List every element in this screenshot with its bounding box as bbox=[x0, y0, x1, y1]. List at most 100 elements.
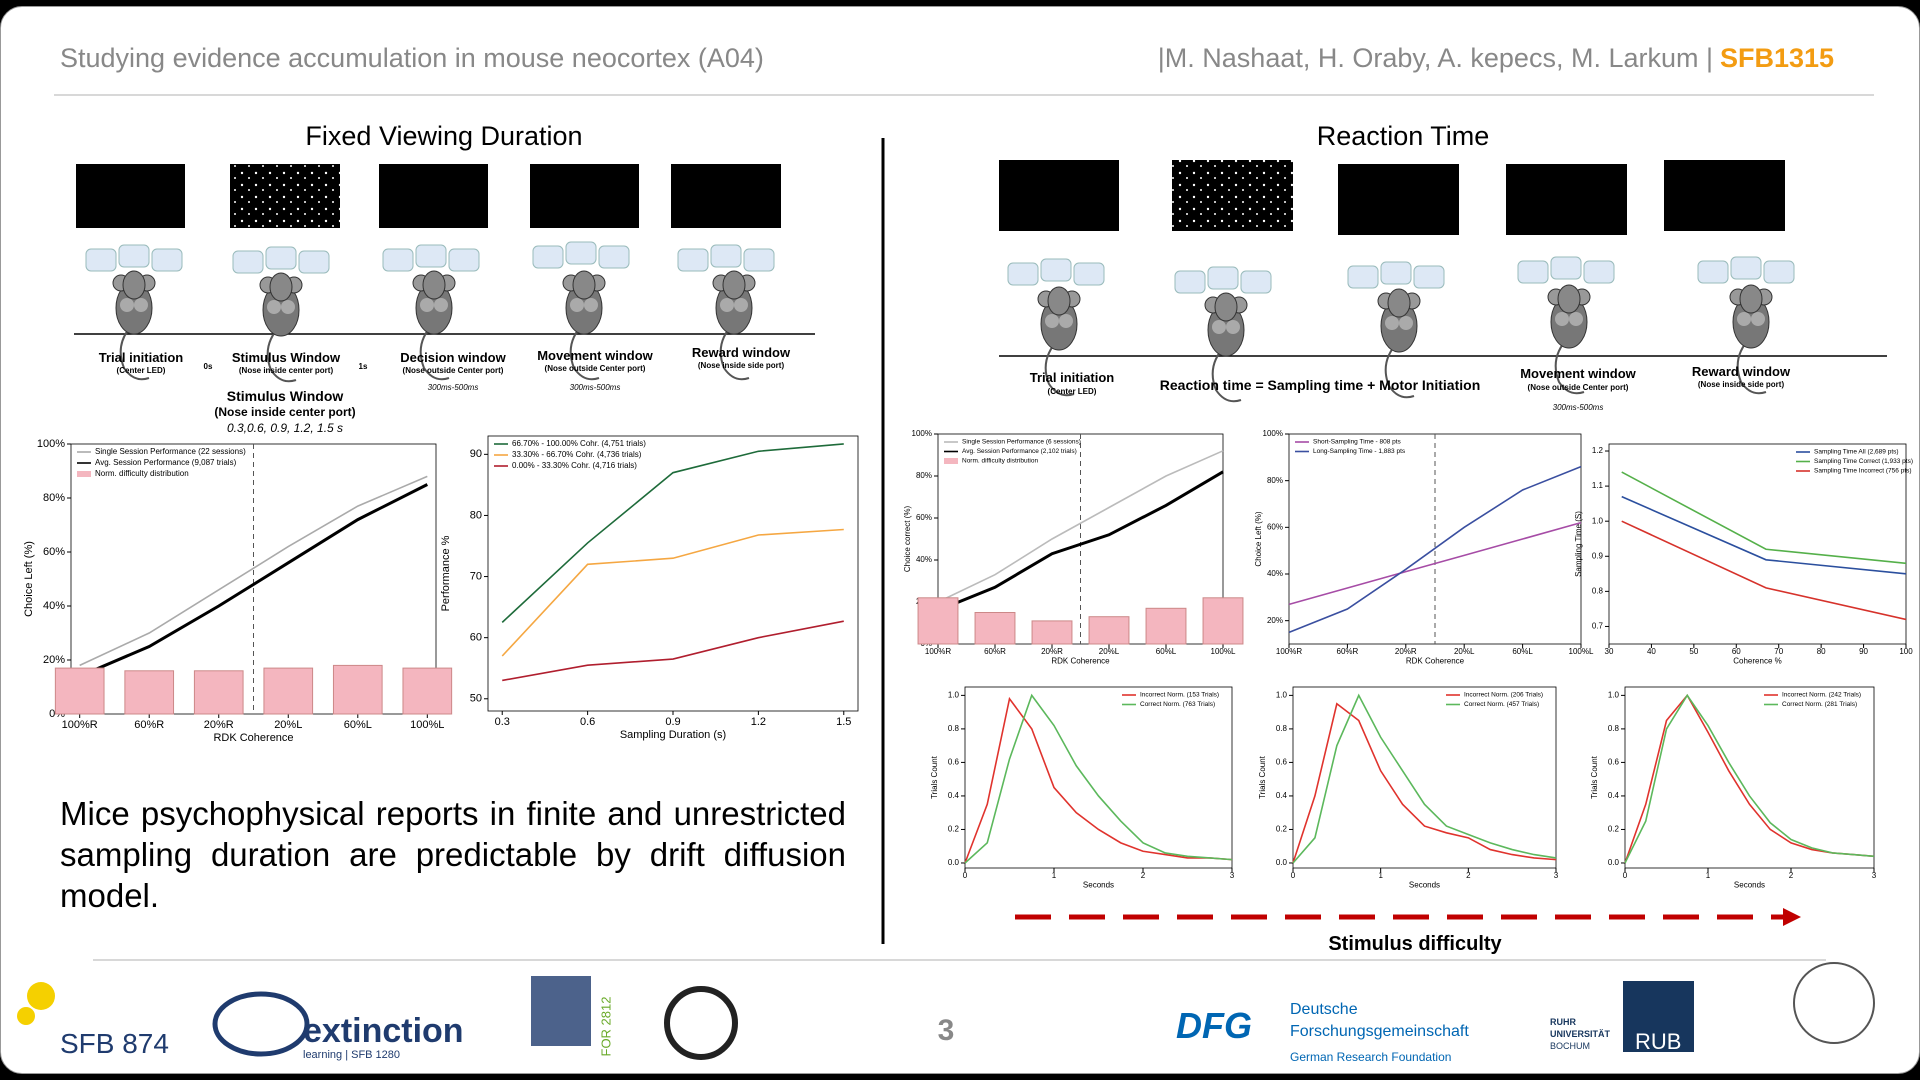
bar bbox=[263, 667, 314, 715]
x-tick-label: 0 bbox=[963, 871, 968, 880]
logo-text: RUB bbox=[1635, 1029, 1682, 1054]
y-axis-label: Choice Left (%) bbox=[1254, 511, 1263, 566]
x-tick-label: 0.9 bbox=[665, 716, 680, 728]
y-tick-label: 100% bbox=[37, 438, 65, 450]
y-tick-label: 0.4 bbox=[1276, 791, 1288, 800]
y-tick-label: 80% bbox=[1267, 476, 1283, 485]
bar bbox=[332, 664, 383, 715]
stage-label: Reward window bbox=[691, 345, 791, 360]
y-tick-label: 0.4 bbox=[948, 791, 960, 800]
stimulus-sub: (Nose inside center port) bbox=[214, 405, 356, 419]
stage-sub: (Nose inside side port) bbox=[697, 361, 785, 370]
x-axis-label: Seconds bbox=[1083, 881, 1114, 890]
logo-text: UNIVERSITÄT bbox=[1550, 1029, 1611, 1039]
stage-time: 300ms-500ms bbox=[427, 383, 479, 392]
stage-label: Decision window bbox=[400, 350, 506, 365]
series-line bbox=[502, 620, 844, 682]
x-tick-label: 1.2 bbox=[751, 716, 766, 728]
y-tick-label: 0.0 bbox=[948, 858, 960, 867]
legend-swatch bbox=[944, 458, 958, 464]
series-line bbox=[937, 450, 1224, 603]
x-tick-label: 100%L bbox=[1569, 647, 1594, 656]
y-axis-label: Choice correct (%) bbox=[903, 506, 912, 573]
x-tick-label: 70 bbox=[1774, 647, 1783, 656]
bar bbox=[1202, 597, 1244, 645]
y-tick-label: 0.2 bbox=[1608, 825, 1620, 834]
series-line bbox=[1288, 521, 1582, 606]
y-tick-label: 0.6 bbox=[948, 758, 960, 767]
chart: 100%R60%R20%R20%L60%L100%L0%20%40%60%80%… bbox=[903, 429, 1244, 666]
chart: 0 1 2 3 0.0 0.2 0.4 0.6 0.8 1.0 Seconds Trials Coun… bbox=[930, 686, 1235, 890]
section-title: Fixed Viewing Duration bbox=[305, 121, 583, 151]
x-tick-label: 3 bbox=[1554, 871, 1559, 880]
stage-time: 300ms-500ms bbox=[1552, 403, 1604, 412]
legend-label: Long-Sampling Time - 1,883 pts bbox=[1313, 448, 1406, 455]
logo-text: extinction bbox=[303, 1012, 464, 1050]
legend-label: 33.30% - 66.70% Cohr. (4,736 trials) bbox=[512, 450, 642, 459]
x-tick-label: 3 bbox=[1872, 871, 1877, 880]
bar bbox=[1031, 620, 1073, 645]
plot-frame bbox=[1608, 443, 1907, 645]
legend-label: Sampling Time All (2,689 pts) bbox=[1814, 449, 1899, 456]
legend-label: Avg. Session Performance (9,087 trials) bbox=[95, 458, 237, 467]
x-axis-label: RDK Coherence bbox=[1406, 657, 1465, 666]
chart: 0.3 0.6 0.9 1.2 1.5 50 60 70 80 90 Sampling Durati… bbox=[440, 435, 859, 741]
series-line bbox=[1624, 693, 1875, 864]
y-tick-label: 60% bbox=[1267, 522, 1283, 531]
header-project: SFB1315 bbox=[1720, 43, 1835, 73]
time-mark: 0s bbox=[203, 362, 213, 371]
y-tick-label: 0.8 bbox=[948, 724, 960, 733]
stage-sub: (Nose outside Center port) bbox=[1527, 383, 1629, 392]
y-tick-label: 70 bbox=[470, 570, 482, 582]
y-tick-label: 20% bbox=[1267, 616, 1283, 625]
legend-label: Single Session Performance (6 sessions) bbox=[962, 439, 1081, 446]
logo-text: RUHR bbox=[1550, 1017, 1576, 1027]
legend-swatch bbox=[77, 471, 91, 477]
series-line bbox=[79, 483, 428, 678]
header-title: Studying evidence accumulation in mouse … bbox=[60, 43, 764, 73]
stage-sub: (Center LED) bbox=[1047, 387, 1097, 396]
bar bbox=[917, 597, 959, 645]
y-axis-label: Choice Left (%) bbox=[23, 541, 35, 617]
plot-frame bbox=[487, 435, 859, 712]
x-tick-label: 60%L bbox=[344, 719, 372, 731]
series-line bbox=[1292, 702, 1557, 864]
stage-label: Movement window bbox=[1520, 366, 1636, 381]
x-tick-label: 2 bbox=[1141, 871, 1146, 880]
y-tick-label: 40% bbox=[43, 600, 65, 612]
series-line bbox=[1292, 693, 1557, 864]
logos bbox=[17, 962, 1875, 1060]
x-tick-label: 30 bbox=[1605, 647, 1614, 656]
section-title: Reaction Time bbox=[1316, 121, 1490, 151]
chart: 100%R60%R20%R20%L60%L100%L0%20%40%60%80%… bbox=[23, 438, 453, 744]
x-axis-label: RDK Coherence bbox=[1051, 657, 1110, 666]
stimulus-durations: 0.3,0.6, 0.9, 1.2, 1.5 s bbox=[226, 421, 344, 435]
x-tick-label: 1 bbox=[1378, 871, 1383, 880]
screens bbox=[76, 160, 1785, 235]
series-line bbox=[501, 528, 844, 657]
x-axis-label: RDK Coherence bbox=[213, 732, 293, 744]
time-mark: 1s bbox=[358, 362, 368, 371]
bar bbox=[124, 670, 175, 715]
x-tick-label: 60%L bbox=[1156, 647, 1177, 656]
stage-label: Reaction time = Sampling time + Motor In… bbox=[1159, 377, 1481, 393]
y-tick-label: 0.6 bbox=[1608, 758, 1620, 767]
x-tick-label: 100%R bbox=[925, 647, 951, 656]
legend-label: Correct Norm. (281 Trials) bbox=[1782, 701, 1857, 708]
x-tick-label: 60 bbox=[1732, 647, 1741, 656]
logo-text: DFG bbox=[1176, 1005, 1252, 1046]
x-tick-label: 100%L bbox=[1211, 647, 1236, 656]
x-tick-label: 50 bbox=[1689, 647, 1698, 656]
stage-label: Trial initiation bbox=[1029, 370, 1115, 385]
conclusion: Mice psychophysical reports in finite an… bbox=[60, 795, 846, 914]
y-axis-label: Trials Count bbox=[1258, 755, 1267, 799]
chart: 30 40 50 60 70 80 90 100 0.7 0.8 0.9 1.0 1.1 1.2 Coher… bbox=[1574, 443, 1913, 666]
x-tick-label: 60%R bbox=[1337, 647, 1359, 656]
y-tick-label: 0.4 bbox=[1608, 791, 1620, 800]
x-tick-label: 100 bbox=[1899, 647, 1913, 656]
legend-label: Sampling Time Incorrect (756 pts) bbox=[1814, 468, 1912, 475]
y-tick-label: 80 bbox=[470, 509, 482, 521]
y-tick-label: 0.0 bbox=[1608, 858, 1620, 867]
legend-label: Short-Sampling Time - 808 pts bbox=[1313, 439, 1402, 446]
series-line bbox=[937, 470, 1224, 612]
